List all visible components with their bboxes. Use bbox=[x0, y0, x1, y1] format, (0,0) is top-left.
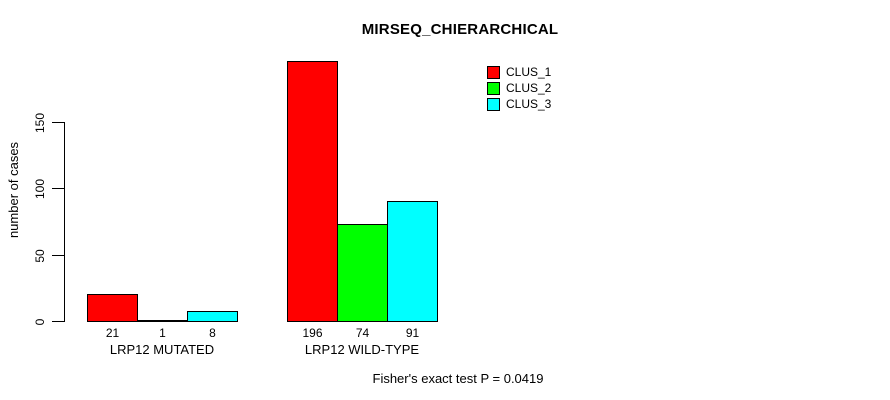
y-axis-tick-label: 150 bbox=[33, 112, 47, 134]
y-axis-tick-label: 0 bbox=[33, 318, 47, 326]
legend-swatch-clus_3 bbox=[487, 97, 500, 111]
legend-item: CLUS_2 bbox=[487, 80, 551, 96]
y-axis-tick bbox=[52, 122, 64, 123]
bar-value-label: 196 bbox=[302, 326, 323, 340]
legend-item: CLUS_1 bbox=[487, 64, 551, 80]
legend: CLUS_1 CLUS_2 CLUS_3 bbox=[487, 64, 551, 112]
bar-value-label: 91 bbox=[405, 326, 420, 340]
legend-swatch-clus_1 bbox=[487, 65, 500, 79]
legend-label: CLUS_1 bbox=[506, 64, 552, 79]
y-axis-tick bbox=[52, 255, 64, 256]
bar-clus_3-group1 bbox=[187, 311, 238, 322]
bar-clus_1-group2 bbox=[287, 61, 338, 322]
y-axis-line bbox=[64, 122, 65, 322]
y-axis-tick-label: 50 bbox=[33, 249, 47, 263]
legend-label: CLUS_3 bbox=[506, 96, 552, 111]
legend-swatch-clus_2 bbox=[487, 81, 500, 95]
bar-value-label: 74 bbox=[355, 326, 370, 340]
bar-clus_2-group2 bbox=[337, 224, 388, 322]
legend-label: CLUS_2 bbox=[506, 80, 552, 95]
legend-item: CLUS_3 bbox=[487, 96, 551, 112]
y-axis-label: number of cases bbox=[6, 141, 21, 239]
bar-clus_1-group1 bbox=[87, 294, 138, 322]
category-label: LRP12 MUTATED bbox=[109, 342, 215, 357]
y-axis-tick bbox=[52, 321, 64, 322]
y-axis-tick bbox=[52, 188, 64, 189]
footnote-fishers-test: Fisher's exact test P = 0.0419 bbox=[372, 371, 544, 386]
y-axis-tick-label: 100 bbox=[33, 178, 47, 200]
bar-clus_3-group2 bbox=[387, 201, 438, 322]
chart-title: MIRSEQ_CHIERARCHICAL bbox=[361, 21, 559, 38]
bar-value-label: 1 bbox=[159, 326, 166, 340]
bar-clus_2-group1 bbox=[137, 320, 188, 322]
bar-value-label: 8 bbox=[209, 326, 216, 340]
category-label: LRP12 WILD-TYPE bbox=[304, 342, 420, 357]
bar-value-label: 21 bbox=[105, 326, 120, 340]
